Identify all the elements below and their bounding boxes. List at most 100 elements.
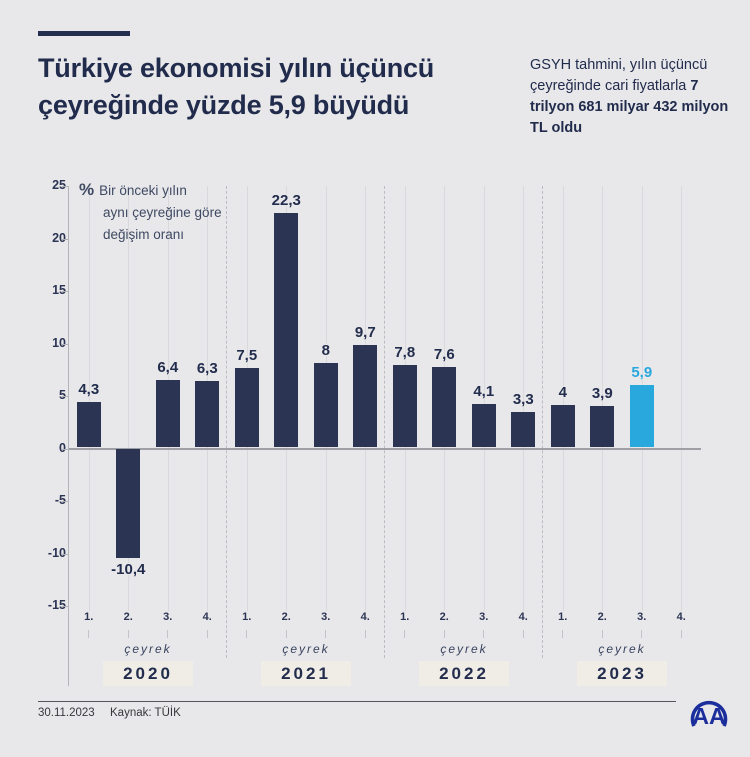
bar-slot: -10,4 xyxy=(109,186,149,611)
quarter-tick-mark xyxy=(601,630,603,639)
year-label-2020: 2020 xyxy=(103,661,193,686)
bar-value-label: 3,9 xyxy=(591,384,613,402)
quarter-tick-mark xyxy=(88,630,90,639)
y-axis-tick-mark xyxy=(62,343,68,345)
annotation-line-2: aynı çeyreğine göre xyxy=(103,205,222,220)
bar xyxy=(116,448,141,558)
y-axis-tick-label: -5 xyxy=(54,493,66,507)
year-group-2022: 7,8 7,6 4,1 3,3 1. 2. 3. 4. çeyrek 2022 xyxy=(385,186,543,686)
quarter-tick-cell xyxy=(662,630,702,640)
quarter-ticks-row xyxy=(69,630,227,640)
percent-symbol: % xyxy=(79,180,95,199)
quarter-tick-mark xyxy=(364,630,366,639)
unit-label-row: çeyrek xyxy=(543,640,701,658)
group-plot-row: 7,5 22,3 8 9,7 xyxy=(227,186,385,611)
bar xyxy=(392,364,417,447)
bar-slot: 3,3 xyxy=(504,186,544,611)
unit-label-row: çeyrek xyxy=(385,640,543,658)
quarter-tick-cell xyxy=(346,630,386,640)
group-separator xyxy=(384,186,385,658)
quarter-label: 3. xyxy=(479,611,489,624)
bar-value-label: 22,3 xyxy=(271,191,301,209)
quarter-unit-label: çeyrek xyxy=(598,642,646,657)
slot-gridline xyxy=(562,186,564,611)
quarter-tick-cell xyxy=(148,630,188,640)
y-axis-tick-label: 5 xyxy=(59,388,66,402)
y-axis-tick-mark xyxy=(62,238,68,240)
bar-slot: 7,5 xyxy=(227,186,267,611)
quarter-label: 3. xyxy=(321,611,331,624)
bar-value-label: 7,6 xyxy=(433,345,455,363)
slot-gridline xyxy=(88,186,90,611)
year-group-2023: 4 3,9 5,9 1. 2. 3. 4. çeyrek 2023 xyxy=(543,186,701,686)
bar-value-label: 7,5 xyxy=(236,347,258,365)
bar xyxy=(590,405,615,447)
quarter-ticks-row xyxy=(385,630,543,640)
page-title: Türkiye ekonomisi yılın üçüncü çeyreğind… xyxy=(38,53,435,120)
subtitle-regular-text: GSYH tahmini, yılın üçüncü çeyreğinde ca… xyxy=(530,57,708,94)
bar-value-label: 6,3 xyxy=(196,359,218,377)
bar xyxy=(195,380,220,447)
highlighted-bar xyxy=(629,384,654,447)
bar-value-label: 9,7 xyxy=(354,323,376,341)
y-axis-tick-label: 0 xyxy=(59,440,66,455)
quarter-label: 3. xyxy=(637,611,647,624)
quarter-tick-cell xyxy=(464,630,504,640)
quarter-tick-mark xyxy=(404,630,406,639)
quarter-tick-mark xyxy=(285,630,287,639)
y-axis-tick-label: -15 xyxy=(47,598,66,612)
unit-label-row: çeyrek xyxy=(227,640,385,658)
quarter-tick-cell xyxy=(227,630,267,640)
subtitle-bold-text: 7 trilyon 681 milyar 432 milyon TL oldu xyxy=(530,78,729,136)
footer-divider xyxy=(38,701,676,702)
y-axis-tick-mark xyxy=(62,291,68,292)
quarter-label: 1. xyxy=(242,611,252,624)
bar xyxy=(76,401,101,447)
svg-text:AA: AA xyxy=(692,703,725,729)
bar-value-label: 8 xyxy=(321,341,330,359)
unit-label-row: çeyrek xyxy=(69,640,227,658)
annotation-line-1: Bir önceki yılın xyxy=(99,183,187,198)
quarter-ticks-row xyxy=(543,630,701,640)
quarter-labels-row: 1. 2. 3. 4. xyxy=(543,604,701,630)
y-axis-tick-label: 25 xyxy=(52,178,66,192)
quarter-tick-cell xyxy=(504,630,544,640)
quarter-labels-row: 1. 2. 3. 4. xyxy=(227,604,385,630)
quarter-label: 1. xyxy=(84,611,94,624)
aa-agency-logo: AA xyxy=(686,692,732,738)
quarter-unit-label: çeyrek xyxy=(124,642,172,657)
bar xyxy=(353,344,378,447)
bar-chart: 25 20 15 10 5 0 -5 -10 -15 % Bir önceki yılın ayn… xyxy=(36,178,701,686)
bar-slot: 5,9 xyxy=(622,186,662,611)
bar-slot: 22,3 xyxy=(267,186,307,611)
bar-slot: 4,1 xyxy=(464,186,504,611)
bar-value-label: 5,9 xyxy=(631,363,653,381)
title-accent-line xyxy=(38,31,130,36)
year-label-2022: 2022 xyxy=(419,661,509,686)
quarter-label: 4. xyxy=(360,611,370,624)
slot-gridline xyxy=(483,186,485,611)
quarter-tick-cell xyxy=(306,630,346,640)
quarter-unit-label: çeyrek xyxy=(440,642,488,657)
quarter-tick-mark xyxy=(167,630,169,639)
quarter-unit-label: çeyrek xyxy=(282,642,330,657)
bar-slot: 4,3 xyxy=(69,186,109,611)
chart-annotation: % Bir önceki yılın aynı çeyreğine göre de… xyxy=(79,179,269,246)
bar-value-label: -10,4 xyxy=(111,560,146,578)
y-axis-tick-mark xyxy=(62,606,68,607)
y-axis-tick-mark xyxy=(62,501,68,502)
year-label-row: 2023 xyxy=(543,658,701,686)
aa-logo-icon: AA xyxy=(690,700,728,729)
y-axis-tick-label: 10 xyxy=(52,335,66,350)
quarter-tick-mark xyxy=(443,630,445,639)
slot-gridline xyxy=(128,186,130,611)
subtitle: GSYH tahmini, yılın üçüncü çeyreğinde ca… xyxy=(530,55,740,139)
source-label: Kaynak: TÜİK xyxy=(110,707,181,719)
bar xyxy=(234,368,259,447)
year-label-2021: 2021 xyxy=(261,661,351,686)
y-axis-tick-mark xyxy=(62,553,68,555)
quarter-label: 2. xyxy=(597,611,607,624)
quarter-labels-row: 1. 2. 3. 4. xyxy=(385,604,543,630)
quarter-tick-cell xyxy=(109,630,149,640)
quarter-tick-mark xyxy=(680,630,682,639)
